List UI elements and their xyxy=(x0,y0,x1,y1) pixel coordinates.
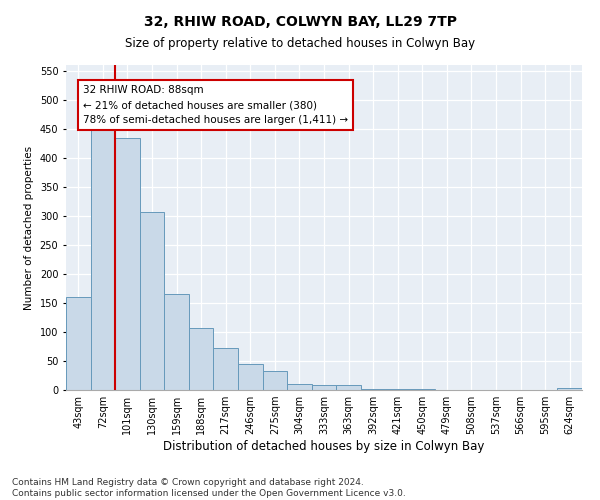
Bar xyxy=(140,212,164,390)
Text: 32 RHIW ROAD: 88sqm
← 21% of detached houses are smaller (380)
78% of semi-detac: 32 RHIW ROAD: 88sqm ← 21% of detached ho… xyxy=(83,86,348,125)
Bar xyxy=(91,129,115,390)
Bar xyxy=(312,386,336,390)
Bar xyxy=(263,372,287,390)
Text: Contains HM Land Registry data © Crown copyright and database right 2024.
Contai: Contains HM Land Registry data © Crown c… xyxy=(12,478,406,498)
Bar xyxy=(66,297,91,390)
Text: Size of property relative to detached houses in Colwyn Bay: Size of property relative to detached ho… xyxy=(125,38,475,51)
Bar xyxy=(238,364,263,390)
Bar xyxy=(189,328,214,390)
Bar xyxy=(361,389,385,390)
Bar xyxy=(164,294,189,390)
X-axis label: Distribution of detached houses by size in Colwyn Bay: Distribution of detached houses by size … xyxy=(163,440,485,453)
Bar xyxy=(336,386,361,390)
Y-axis label: Number of detached properties: Number of detached properties xyxy=(24,146,34,310)
Bar xyxy=(557,388,582,390)
Bar xyxy=(214,348,238,390)
Bar xyxy=(287,384,312,390)
Text: 32, RHIW ROAD, COLWYN BAY, LL29 7TP: 32, RHIW ROAD, COLWYN BAY, LL29 7TP xyxy=(143,15,457,29)
Bar xyxy=(115,138,140,390)
